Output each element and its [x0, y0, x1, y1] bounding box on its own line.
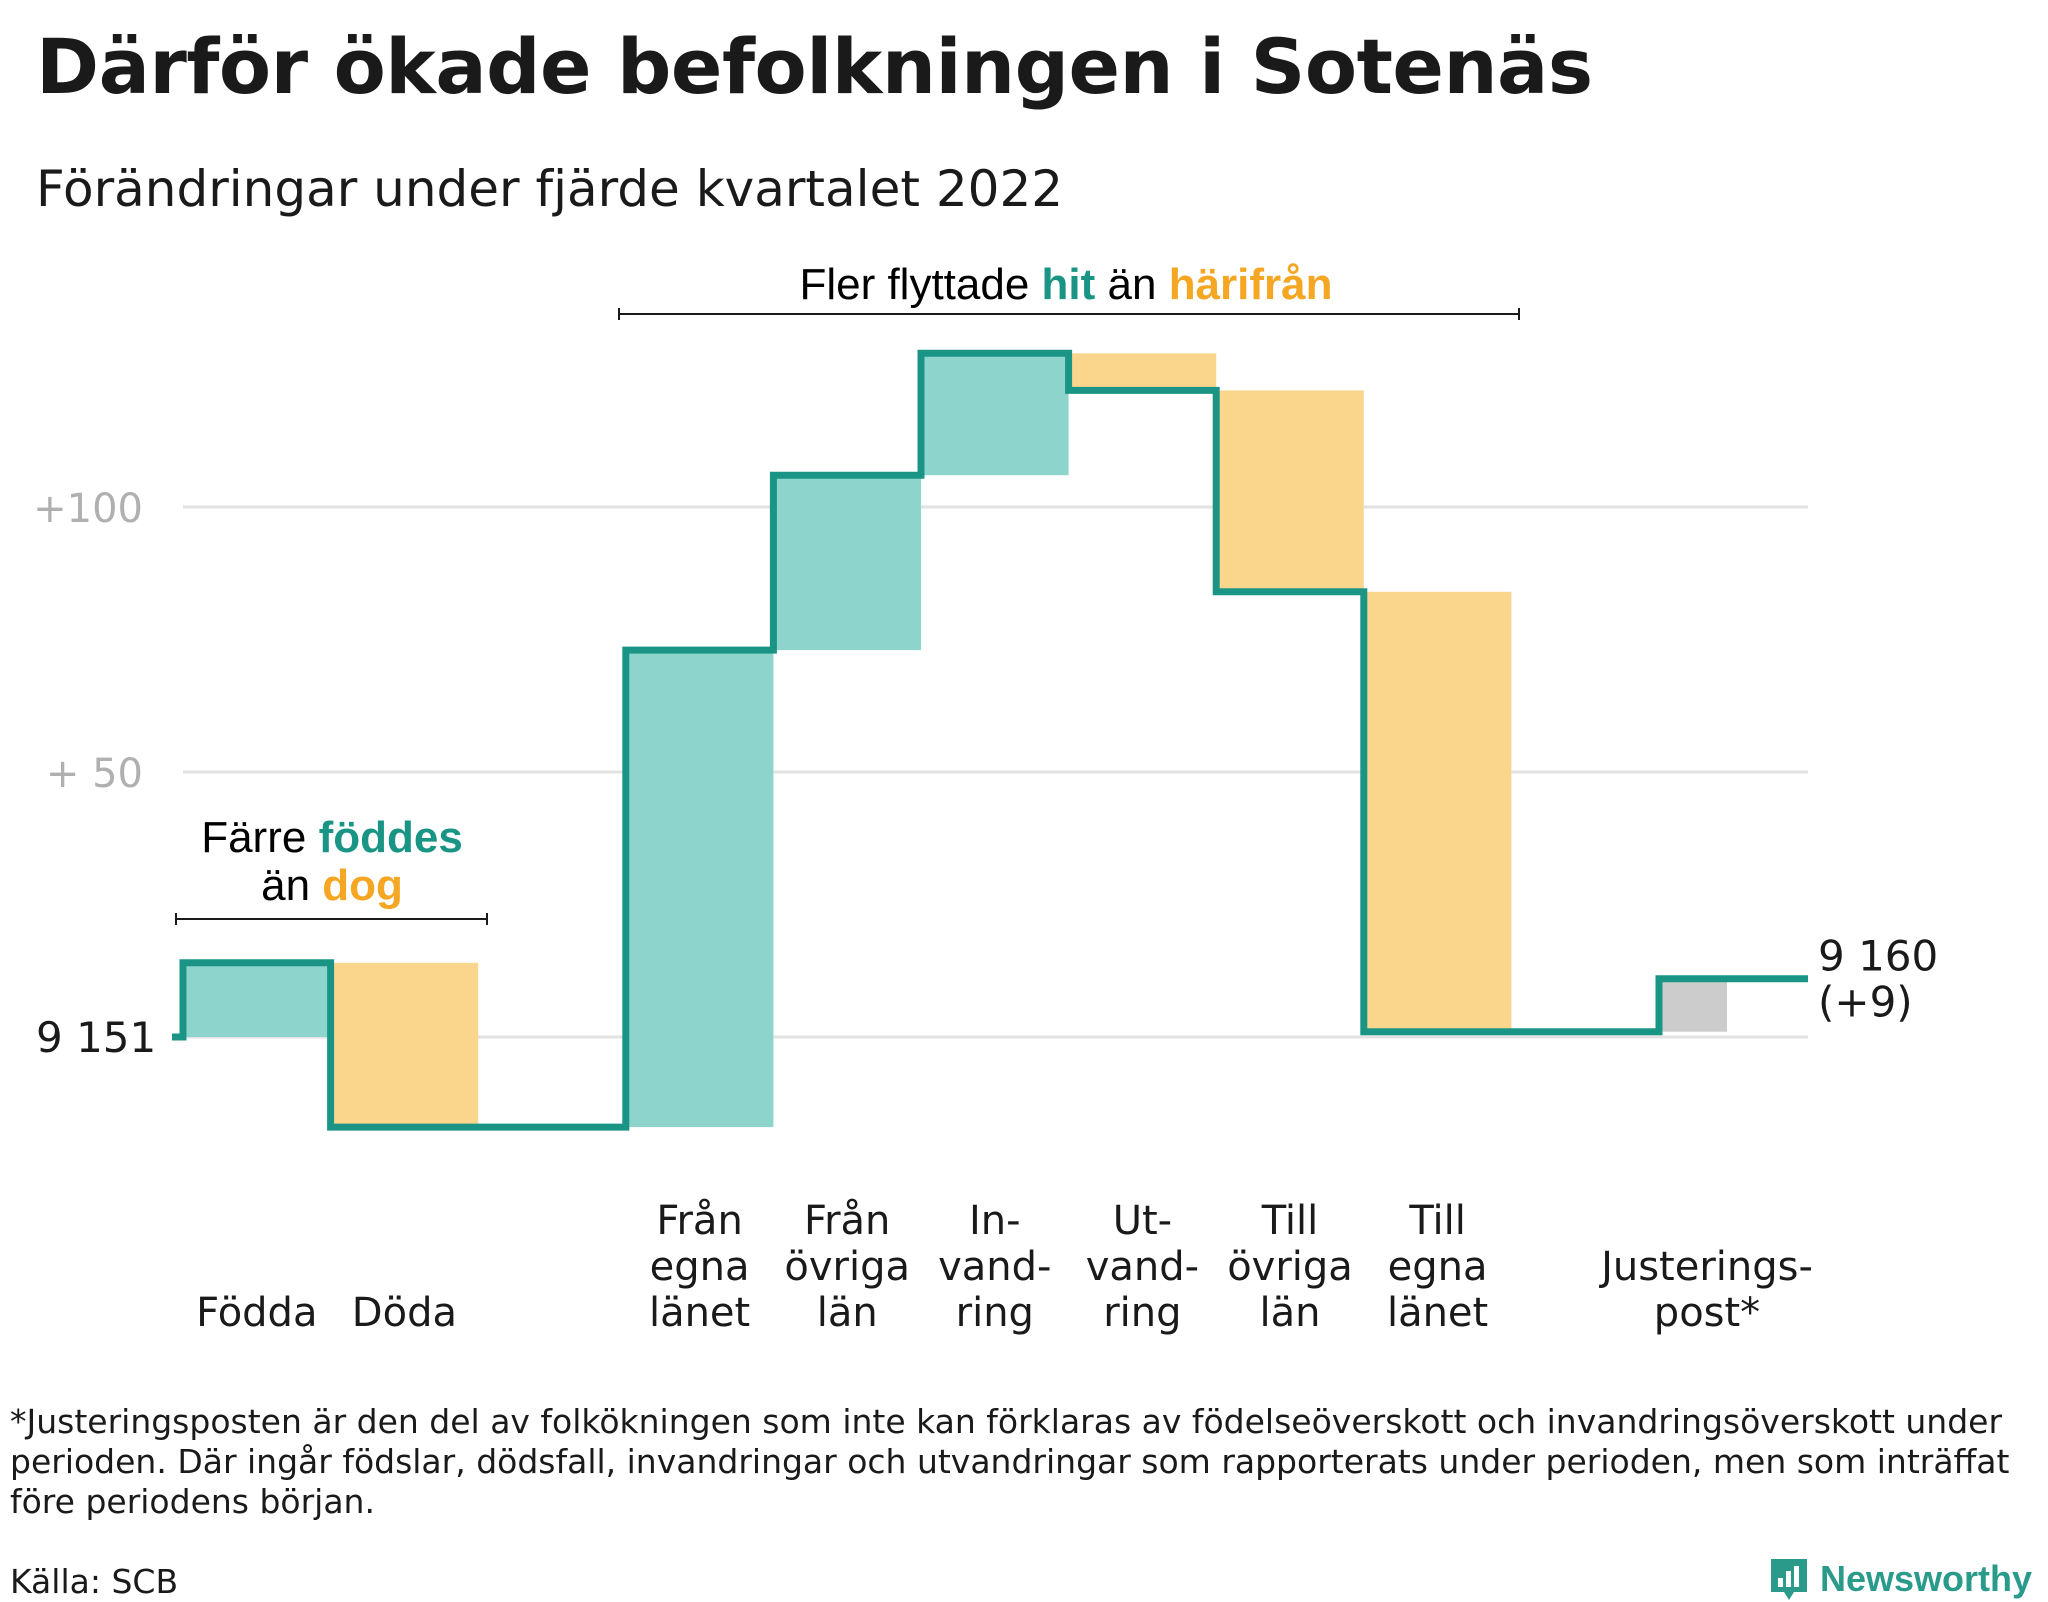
- bar-increase: [625, 650, 774, 1128]
- y-axis-labels: + 50 +100 9 151 9 160 (+9): [33, 486, 1938, 1062]
- svg-text:än dog: än dog: [261, 861, 403, 910]
- chart-title: Därför ökade befolkningen i Sotenäs: [36, 22, 1593, 111]
- svg-text:Fler flyttade hit än härifrån: Fler flyttade hit än härifrån: [799, 260, 1332, 309]
- moves-annotation: Fler flyttade hit än härifrån: [618, 260, 1520, 320]
- bar-decrease: [1068, 353, 1217, 391]
- source-label: Källa: SCB: [10, 1562, 179, 1601]
- y-tick-label: +100: [33, 486, 143, 532]
- footnote: *Justeringsposten är den del av folkökni…: [10, 1402, 2010, 1521]
- x-tick-label: Födda: [196, 1290, 317, 1336]
- births-annotation: Färre föddes än dog: [175, 813, 488, 925]
- svg-text:Färre föddes: Färre föddes: [201, 813, 463, 862]
- x-tick-label: In-vand-ring: [938, 1198, 1051, 1336]
- x-axis-labels: Födda Döda Från egna länet Från övriga länIn-va…: [196, 1198, 1813, 1336]
- bar-increase: [773, 475, 921, 651]
- deaths-text-orange: dog: [322, 861, 403, 910]
- births-text-plain: Färre: [201, 813, 318, 862]
- bar-increase: [183, 962, 331, 1037]
- deaths-text-plain: än: [261, 861, 322, 910]
- chart-subtitle: Förändringar under fjärde kvartalet 2022: [36, 160, 1064, 218]
- x-tick-label: Från övriga län: [784, 1198, 910, 1336]
- moves-text-teal: hit: [1042, 260, 1096, 309]
- moves-text-plain-2: än: [1095, 260, 1168, 309]
- moves-text-plain: Fler flyttade: [799, 260, 1041, 309]
- bar-decrease: [1216, 390, 1364, 592]
- x-tick-label: Till egna länet: [1387, 1198, 1488, 1336]
- bar-increase: [921, 353, 1069, 476]
- baseline-label: 9 151: [36, 1013, 156, 1062]
- brand-logo: Newsworthy: [1768, 1556, 2032, 1602]
- gridlines: [183, 505, 1808, 1039]
- running-total-line: [172, 349, 1808, 1131]
- x-tick-label: Justerings-post*: [1598, 1244, 1813, 1336]
- bar-decrease: [330, 962, 479, 1128]
- y-tick-label: + 50: [46, 751, 143, 797]
- births-text-teal: föddes: [319, 813, 463, 862]
- bar-adjustment: [1659, 978, 1727, 1032]
- bars: [183, 353, 1727, 1128]
- bar-decrease: [1363, 591, 1512, 1032]
- x-tick-label: Från egna länet: [649, 1198, 750, 1336]
- newsworthy-logo-icon: [1771, 1559, 1807, 1600]
- moves-text-orange: härifrån: [1169, 260, 1333, 309]
- end-value-label: 9 160 (+9): [1818, 932, 1938, 1027]
- waterfall-chart: + 50 +100 9 151 9 160 (+9) Födda Döda Från egna…: [33, 260, 1938, 1336]
- x-tick-label: Ut-vand-ring: [1086, 1198, 1199, 1336]
- x-tick-label: Till övriga län: [1227, 1198, 1353, 1336]
- x-tick-label: Döda: [352, 1290, 457, 1336]
- brand-name: Newsworthy: [1820, 1558, 2033, 1599]
